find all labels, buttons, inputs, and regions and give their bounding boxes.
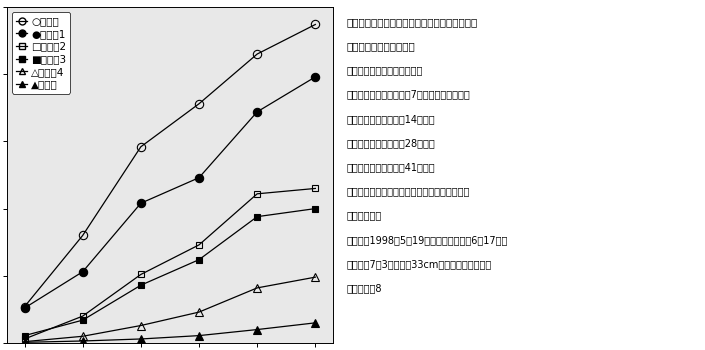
Text: った株: った株: [347, 211, 382, 220]
Text: 図１弱毒ウイルス接種がモザイク症状トマトの: 図１弱毒ウイルス接種がモザイク症状トマトの: [347, 17, 478, 27]
Text: 弱毒１：強毒株の接種7日後に弱毒株を接種: 弱毒１：強毒株の接種7日後に弱毒株を接種: [347, 90, 470, 100]
Text: 強毒：強毒株を接種し、弱毒株を接種しなか: 強毒：強毒株を接種し、弱毒株を接種しなか: [347, 187, 470, 196]
Text: 弱毒３：　〃　　　28　　〃: 弱毒３： 〃 28 〃: [347, 138, 436, 148]
Legend: ○：健全, ●：弱毒1, □：弱毒2, ■：弱毒3, △：弱毒4, ▲：強毒: ○：健全, ●：弱毒1, □：弱毒2, ■：弱毒3, △：弱毒4, ▲：強毒: [12, 12, 70, 93]
Text: 果実収量に及ぼす影響: 果実収量に及ぼす影響: [347, 41, 415, 51]
Text: 弱毒２：　〃　　　14　　〃: 弱毒２： 〃 14 〃: [347, 114, 436, 124]
Text: 弱毒４：　〃　　　41　　〃: 弱毒４： 〃 41 〃: [347, 162, 436, 172]
Text: 播種：1998年5月19日、強毒株接種：6月17日、: 播種：1998年5月19日、強毒株接種：6月17日、: [347, 235, 508, 245]
Text: 定植：7月3日、直径33cmの素焼き鉢で栽培、: 定植：7月3日、直径33cmの素焼き鉢で栽培、: [347, 259, 492, 269]
Text: 注）健全：強毒株の無接種株: 注）健全：強毒株の無接種株: [347, 65, 423, 76]
Text: 反復数：8: 反復数：8: [347, 283, 382, 293]
